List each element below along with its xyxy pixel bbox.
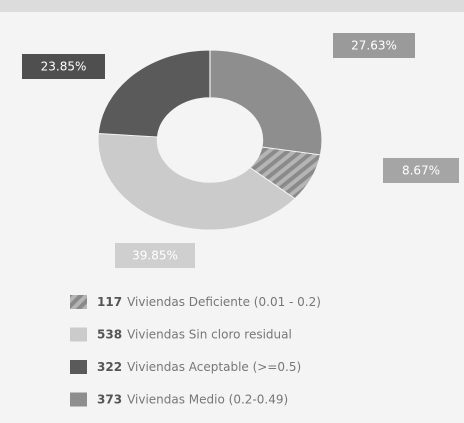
legend-count: 322 xyxy=(97,360,122,374)
donut xyxy=(97,49,323,231)
legend-entry: 322 Viviendas Aceptable (>=0.5) xyxy=(97,360,301,374)
data-label: 8.67% xyxy=(402,164,440,178)
legend-swatch xyxy=(70,360,87,374)
legend-entry: 538 Viviendas Sin cloro residual xyxy=(97,327,292,341)
legend-label: Viviendas Deficiente (0.01 - 0.2) xyxy=(127,295,321,309)
legend: 117 Viviendas Deficiente (0.01 - 0.2) 538 V… xyxy=(70,295,321,407)
labels: 8.67% 39.85% 23.85% 27.63% xyxy=(22,33,459,268)
slice xyxy=(209,49,323,156)
data-label: 23.85% xyxy=(41,60,87,74)
slice xyxy=(97,133,296,231)
legend-swatch xyxy=(70,327,87,342)
legend-entry: 117 Viviendas Deficiente (0.01 - 0.2) xyxy=(97,295,321,309)
legend-label: Viviendas Aceptable (>=0.5) xyxy=(127,360,301,374)
legend-swatch xyxy=(70,392,87,407)
legend-count: 538 xyxy=(97,327,122,341)
label-box xyxy=(383,158,459,183)
label-box xyxy=(333,33,415,58)
label-box xyxy=(22,54,105,79)
data-label: 39.85% xyxy=(132,249,178,263)
label-box xyxy=(115,243,195,268)
data-label: 27.63% xyxy=(351,39,397,53)
legend-count: 373 xyxy=(97,392,122,406)
legend-count: 117 xyxy=(97,295,122,309)
legend-entry: 373 Viviendas Medio (0.2-0.49) xyxy=(97,392,288,406)
slice xyxy=(97,49,211,138)
top-strip xyxy=(0,0,464,12)
legend-label: Viviendas Medio (0.2-0.49) xyxy=(127,392,288,406)
legend-swatch xyxy=(70,295,87,309)
legend-label: Viviendas Sin cloro residual xyxy=(127,327,292,341)
